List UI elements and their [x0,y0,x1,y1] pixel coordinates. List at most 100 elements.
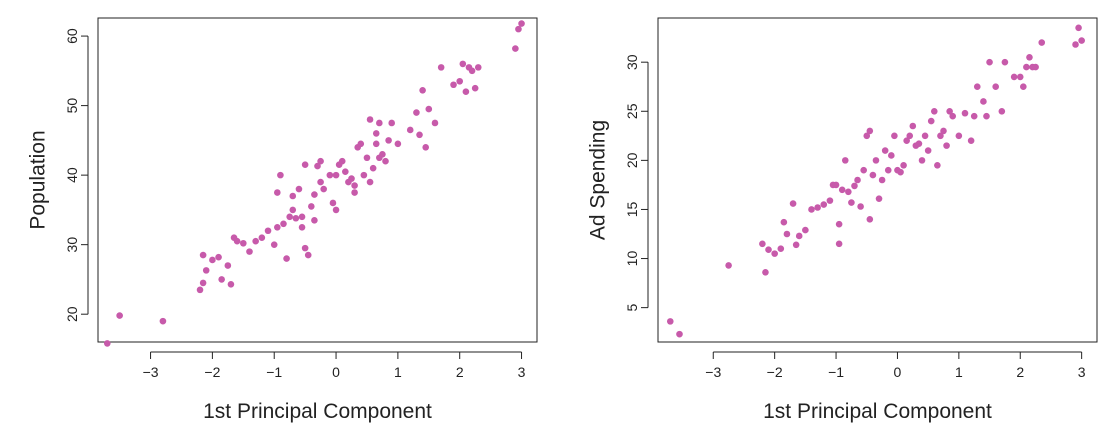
data-point [841,157,849,164]
data-point [927,117,935,125]
data-point [921,132,929,140]
y-tick-label: 30 [64,237,80,253]
data-point [311,217,318,224]
data-point [274,223,281,231]
data-point [202,267,210,274]
data-point [298,213,306,221]
y-tick-label: 5 [624,304,640,312]
x-tick-label: 3 [1078,364,1086,380]
x-tick-label: −1 [828,364,844,380]
data-point [116,312,123,319]
data-point [820,201,828,208]
data-point [274,189,281,196]
data-point [765,246,772,254]
data-point [348,175,355,182]
data-point [301,161,309,169]
data-point [351,189,358,196]
data-point [456,77,464,85]
data-point [835,220,843,228]
y-tick-label: 30 [624,54,640,70]
data-point [199,279,207,287]
scatter-panel-ad-spending: −3 −2 −1 0 1 2 3 5 10 15 20 25 30 1st Principal Compo… [587,17,1098,423]
y-tick-label: 15 [624,201,640,217]
x-tick-label: 1 [955,364,963,380]
data-point [808,206,815,213]
data-point [795,232,803,240]
data-point [1075,24,1082,32]
data-point [897,168,904,176]
data-point [431,119,439,127]
x-tick-label: −2 [204,364,220,380]
data-point [1020,83,1027,91]
data-point [872,157,880,164]
plot-frame [657,17,1098,343]
data-point [915,140,923,147]
data-point [857,203,864,210]
data-point [515,25,522,33]
data-point [992,83,999,91]
data-point [277,171,284,179]
data-point [1016,73,1024,81]
data-point [838,186,846,194]
data-point [317,178,324,186]
data-point [289,192,297,200]
data-point [980,98,987,105]
y-axis-title: Population [27,130,50,229]
data-point [342,168,349,175]
data-point [943,142,950,149]
data-point [468,67,476,75]
y-tick-label: 10 [624,251,640,267]
data-point [783,230,791,238]
data-point [900,161,907,169]
data-point [777,245,785,253]
data-point [1001,58,1009,66]
data-point [209,256,216,264]
data-point [1010,73,1018,81]
data-point [326,171,334,179]
data-point [983,112,990,120]
data-point [320,185,327,193]
data-point [425,105,433,113]
data-point [311,191,318,198]
data-point [878,176,886,184]
data-point [875,195,883,202]
data-point [292,214,300,222]
y-tick-label: 20 [64,306,80,322]
data-point [512,45,519,52]
data-point [851,182,858,190]
data-point [394,140,402,148]
data-point [869,171,877,179]
data-point [252,237,259,245]
data-point [1038,39,1046,46]
data-point [854,176,861,184]
data-point [258,234,266,242]
data-point [233,237,241,245]
y-tick-label: 50 [64,98,80,114]
data-point [450,81,457,89]
data-point [937,132,944,140]
y-tick-label: 20 [624,152,640,168]
data-point [903,137,910,145]
data-point [1078,37,1085,44]
data-point [924,147,932,154]
data-point [416,131,423,139]
x-tick-label: 1 [394,364,402,380]
data-point [215,253,222,261]
data-point [934,161,941,169]
y-tick-label: 40 [64,167,80,183]
data-point [246,248,253,255]
y-tick-label: 60 [64,28,80,44]
data-point [780,218,788,226]
data-point [949,112,957,120]
data-point [366,178,374,186]
data-point [459,60,467,68]
data-point [366,116,374,123]
data-point [881,147,889,154]
data-point [360,171,368,179]
data-point [986,58,993,66]
data-point [918,157,926,164]
data-point [363,154,371,162]
data-point [413,109,420,116]
data-point [792,241,800,249]
